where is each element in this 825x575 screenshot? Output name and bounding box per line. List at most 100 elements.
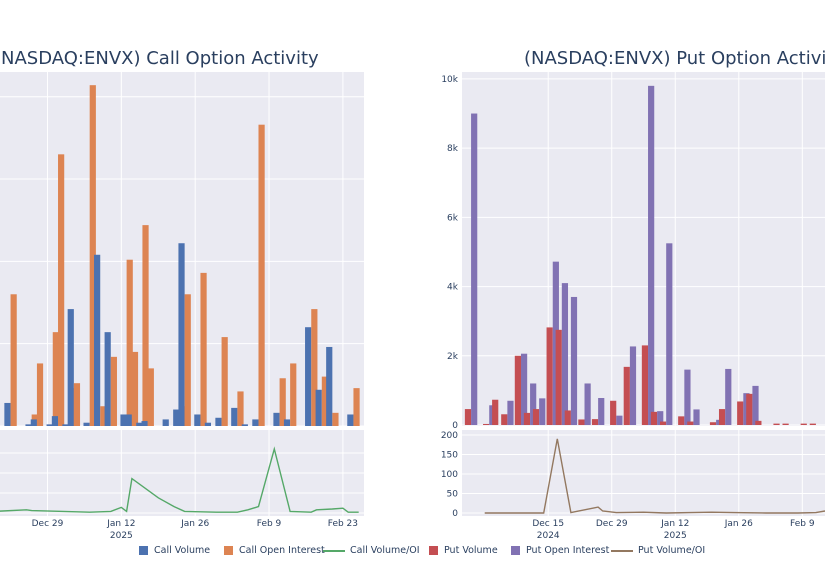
put-volume-bar xyxy=(809,423,816,425)
call-oi-bar xyxy=(321,376,328,426)
put-y-tick-label: 8k xyxy=(447,144,459,154)
call-oi-bar xyxy=(52,332,59,426)
put-volume-bar xyxy=(773,423,780,425)
put-ratio-swatch xyxy=(611,549,633,552)
put-ratio-y-tick-label: 100 xyxy=(441,470,458,480)
put-x-tick-label: 2024 xyxy=(537,531,560,541)
put-ratio-y-tick-label: 0 xyxy=(452,509,458,519)
call-volume-bar xyxy=(215,417,222,426)
put-oi-bar xyxy=(657,411,664,425)
call-x-tick-label: Feb 9 xyxy=(257,519,282,529)
put-volume-bar xyxy=(746,393,753,425)
put-oi-bar xyxy=(561,283,569,425)
call-oi-bar xyxy=(10,294,17,426)
call-volume-bar xyxy=(173,409,180,426)
put-ratio-y-tick-label: 50 xyxy=(447,489,459,499)
call-bar-chart xyxy=(0,72,364,427)
call-oi-bar xyxy=(36,363,44,426)
put-oi-bar xyxy=(507,400,514,425)
put-volume-bar xyxy=(610,400,617,425)
put-volume-bar xyxy=(591,419,599,425)
put-volume-swatch xyxy=(429,546,438,555)
legend-item-call-volume[interactable]: Call Volume xyxy=(139,545,210,556)
call-oi-bar xyxy=(89,85,96,427)
put-oi-bar xyxy=(584,383,591,425)
call-x-tick-label: Feb 23 xyxy=(328,519,358,529)
call-ratio-chart xyxy=(0,430,364,516)
call-x-tick-label: 2025 xyxy=(110,531,133,541)
call-oi-bar xyxy=(131,351,139,426)
put-oi-bar xyxy=(471,113,478,425)
call-oi-bar xyxy=(142,225,149,426)
put-volume-bar xyxy=(623,366,630,425)
put-x-axis: Dec 15 2024 Dec 29 Jan 12 2025 Jan 26 Feb 9 xyxy=(532,519,815,541)
put-oi-bar xyxy=(725,368,732,425)
call-oi-bar xyxy=(258,124,265,427)
call-volume-bar xyxy=(283,419,291,426)
call-oi-bar xyxy=(332,412,339,426)
legend-item-put-volume-oi[interactable]: Put Volume/OI xyxy=(611,545,705,556)
legend-label: Put Volume/OI xyxy=(638,545,706,556)
put-oi-bar xyxy=(684,369,691,425)
put-volume-bar xyxy=(650,411,658,425)
put-volume-bar xyxy=(755,420,762,425)
call-volume-bar xyxy=(94,254,101,426)
legend-item-call-open-interest[interactable]: Call Open Interest xyxy=(224,545,325,556)
legend-item-call-volume-oi[interactable]: Call Volume/OI xyxy=(323,545,420,556)
put-oi-bar xyxy=(666,243,673,425)
put-volume-bar xyxy=(718,409,726,425)
call-volume-bar xyxy=(194,414,201,426)
legend-label: Call Open Interest xyxy=(239,545,325,556)
call-volume-bar xyxy=(30,419,37,426)
put-volume-bar xyxy=(523,412,531,425)
put-y-tick-label: 0 xyxy=(452,421,458,431)
put-x-tick-label: Jan 12 xyxy=(660,519,689,529)
put-ratio-plot-area xyxy=(462,430,825,516)
call-oi-bar xyxy=(279,378,286,426)
put-volume-bar xyxy=(564,410,571,425)
call-x-tick-label: Jan 12 xyxy=(106,519,135,529)
call-oi-bar xyxy=(126,259,133,426)
call-oi-bar xyxy=(311,309,318,426)
put-oi-bar xyxy=(693,409,700,425)
legend: Call Volume Call Open Interest Call Volu… xyxy=(0,545,825,559)
legend-item-put-volume[interactable]: Put Volume xyxy=(429,545,498,556)
call-volume-bar xyxy=(136,422,143,426)
put-volume-bar xyxy=(501,414,508,425)
call-volume-bar xyxy=(4,402,11,426)
call-volume-bar xyxy=(241,424,248,426)
put-oi-bar xyxy=(616,415,623,425)
put-oi-swatch xyxy=(511,546,520,555)
put-oi-bar xyxy=(570,296,578,425)
call-x-axis: Dec 29 Jan 12 2025 Jan 26 Feb 9 Feb 23 xyxy=(32,519,358,541)
call-chart-title: (NASDAQ:ENVX) Call Option Activity xyxy=(0,48,319,69)
put-x-tick-label: Dec 29 xyxy=(596,519,628,529)
put-oi-bar xyxy=(520,353,528,425)
legend-label: Put Open Interest xyxy=(526,545,610,556)
call-oi-swatch xyxy=(224,546,233,555)
legend-item-put-open-interest[interactable]: Put Open Interest xyxy=(511,545,609,556)
call-volume-bar xyxy=(347,414,354,426)
put-y-tick-label: 4k xyxy=(447,283,459,293)
put-x-tick-label: Feb 9 xyxy=(790,519,815,529)
call-volume-bar xyxy=(141,421,148,426)
call-oi-bar xyxy=(290,363,297,426)
call-volume-bar xyxy=(273,412,280,426)
call-oi-bar xyxy=(221,337,228,426)
call-volume-bar xyxy=(104,332,111,426)
put-volume-bar xyxy=(483,423,490,425)
call-oi-bar xyxy=(237,391,244,426)
put-ratio-chart: 0 50 100 150 200 xyxy=(441,430,825,519)
put-volume-bar xyxy=(546,327,553,425)
put-volume-bar xyxy=(800,423,807,425)
call-oi-bar xyxy=(200,272,207,426)
put-x-tick-label: 2025 xyxy=(664,531,687,541)
put-y-tick-label: 6k xyxy=(447,213,459,223)
put-ratio-y-tick-label: 200 xyxy=(441,431,458,441)
put-volume-oi-line xyxy=(484,438,825,514)
call-oi-bar xyxy=(184,294,191,426)
put-ratio-y-tick-label: 150 xyxy=(441,450,458,460)
put-y-tick-label: 2k xyxy=(447,352,459,362)
put-volume-bar xyxy=(641,345,649,425)
put-volume-bar xyxy=(659,421,667,425)
